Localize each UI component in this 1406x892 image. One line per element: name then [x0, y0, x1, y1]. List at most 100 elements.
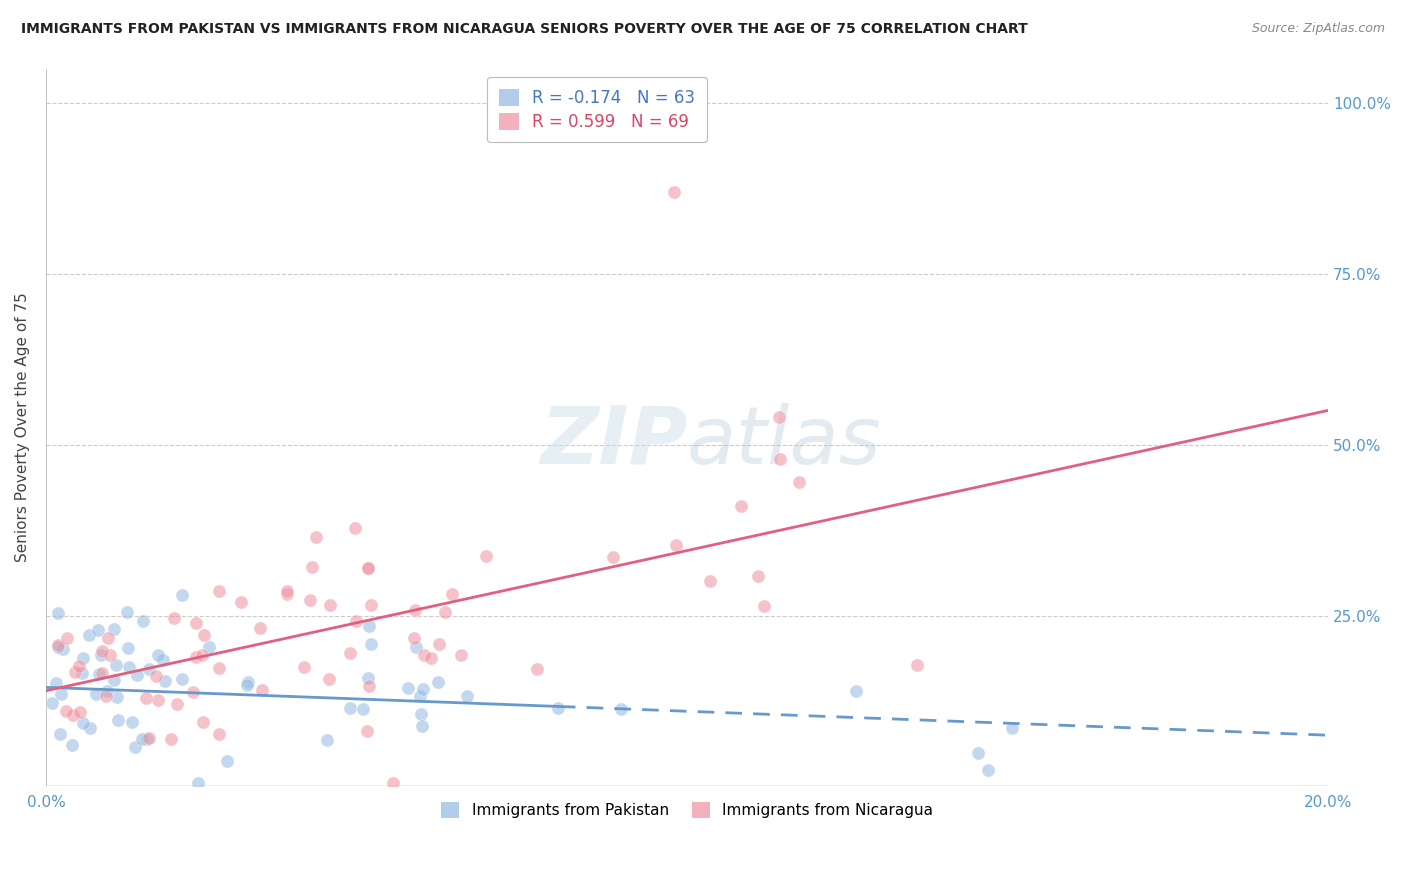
Point	[103, 622, 125, 636]
Y-axis label: Seniors Poverty Over the Age of 75: Seniors Poverty Over the Age of 75	[15, 293, 30, 562]
Point	[315, 733, 337, 747]
Point	[787, 475, 810, 489]
Point	[301, 559, 323, 574]
Point	[343, 521, 366, 535]
Point	[172, 672, 194, 686]
Point	[138, 662, 160, 676]
Point	[1001, 721, 1024, 735]
Text: IMMIGRANTS FROM PAKISTAN VS IMMIGRANTS FROM NICARAGUA SENIORS POVERTY OVER THE A: IMMIGRANTS FROM PAKISTAN VS IMMIGRANTS F…	[21, 22, 1028, 37]
Point	[184, 650, 207, 665]
Text: atlas: atlas	[688, 403, 882, 481]
Point	[249, 621, 271, 635]
Point	[845, 683, 868, 698]
Point	[62, 707, 84, 722]
Point	[426, 675, 449, 690]
Point	[70, 665, 93, 680]
Point	[236, 678, 259, 692]
Point	[117, 641, 139, 656]
Point	[155, 674, 177, 689]
Point	[77, 628, 100, 642]
Point	[292, 659, 315, 673]
Point	[52, 642, 75, 657]
Point	[56, 631, 79, 645]
Point	[547, 701, 569, 715]
Point	[360, 636, 382, 650]
Point	[318, 673, 340, 687]
Point	[305, 530, 328, 544]
Legend: Immigrants from Pakistan, Immigrants from Nicaragua: Immigrants from Pakistan, Immigrants fro…	[433, 794, 941, 825]
Point	[229, 595, 252, 609]
Point	[98, 648, 121, 662]
Point	[208, 661, 231, 675]
Point	[105, 690, 128, 704]
Point	[97, 631, 120, 645]
Point	[48, 640, 70, 654]
Point	[754, 599, 776, 613]
Point	[132, 614, 155, 628]
Point	[115, 605, 138, 619]
Point	[84, 687, 107, 701]
Point	[382, 776, 405, 790]
Point	[409, 690, 432, 704]
Point	[441, 587, 464, 601]
Point	[96, 684, 118, 698]
Point	[905, 658, 928, 673]
Text: Source: ZipAtlas.com: Source: ZipAtlas.com	[1251, 22, 1385, 36]
Point	[105, 657, 128, 672]
Point	[602, 549, 624, 564]
Point	[357, 671, 380, 685]
Point	[396, 681, 419, 695]
Point	[117, 660, 139, 674]
Point	[769, 451, 792, 466]
Point	[124, 740, 146, 755]
Point	[356, 561, 378, 575]
Point	[41, 696, 63, 710]
Point	[191, 715, 214, 730]
Point	[181, 685, 204, 699]
Point	[356, 724, 378, 739]
Point	[145, 669, 167, 683]
Point	[747, 569, 769, 583]
Point	[456, 689, 478, 703]
Text: ZIP: ZIP	[540, 403, 688, 481]
Point	[79, 721, 101, 735]
Point	[91, 643, 114, 657]
Point	[411, 718, 433, 732]
Point	[146, 648, 169, 662]
Point	[184, 616, 207, 631]
Point	[51, 687, 73, 701]
Point	[405, 640, 427, 654]
Point	[250, 682, 273, 697]
Point	[217, 754, 239, 768]
Point	[94, 689, 117, 703]
Point	[357, 561, 380, 575]
Point	[87, 667, 110, 681]
Point	[208, 727, 231, 741]
Point	[276, 584, 298, 599]
Point	[125, 668, 148, 682]
Point	[103, 673, 125, 687]
Point	[163, 611, 186, 625]
Point	[450, 648, 472, 663]
Point	[610, 702, 633, 716]
Point	[977, 764, 1000, 778]
Point	[63, 665, 86, 680]
Point	[434, 605, 457, 619]
Point	[46, 638, 69, 652]
Point	[299, 592, 322, 607]
Point	[136, 732, 159, 747]
Point	[87, 623, 110, 637]
Point	[236, 675, 259, 690]
Point	[187, 776, 209, 790]
Point	[427, 637, 450, 651]
Point	[160, 731, 183, 746]
Point	[67, 659, 90, 673]
Point	[318, 599, 340, 613]
Point	[198, 640, 221, 654]
Point	[55, 704, 77, 718]
Point	[344, 615, 367, 629]
Point	[967, 746, 990, 760]
Point	[107, 713, 129, 727]
Point	[339, 646, 361, 660]
Point	[730, 499, 752, 513]
